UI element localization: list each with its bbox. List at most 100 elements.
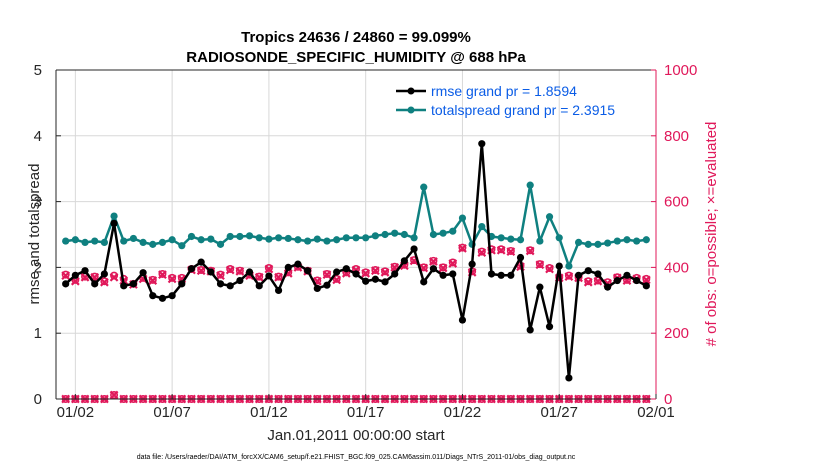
rmse-point bbox=[439, 271, 447, 279]
rmse-point bbox=[62, 280, 70, 288]
obs-possible-marker bbox=[332, 274, 341, 283]
legend: rmse grand pr = 1.8594 totalspread grand… bbox=[396, 83, 615, 118]
rmse-point bbox=[158, 294, 167, 302]
rmse-point bbox=[187, 265, 196, 273]
right-y-tick-label: 600 bbox=[664, 194, 689, 211]
totalspread-point bbox=[187, 232, 196, 241]
rmse-point bbox=[487, 270, 496, 278]
rmse-point bbox=[226, 282, 234, 290]
rmse-point bbox=[255, 282, 263, 290]
left-y-tick-label: 3 bbox=[34, 194, 42, 211]
obs-possible-marker bbox=[226, 265, 235, 274]
rmse-point bbox=[362, 277, 370, 285]
legend-spread-marker bbox=[407, 106, 415, 114]
rmse-point bbox=[91, 280, 99, 288]
obs-possible-marker bbox=[381, 267, 390, 276]
rmse-point bbox=[333, 268, 341, 276]
obs-possible-marker bbox=[148, 275, 157, 284]
rmse-point bbox=[623, 271, 631, 279]
rmse-point bbox=[633, 276, 641, 285]
obs-possible-marker bbox=[477, 247, 486, 256]
obs-evaluated-marker bbox=[583, 277, 593, 287]
rmse-point bbox=[594, 270, 602, 278]
obs-evaluated-marker bbox=[158, 270, 167, 280]
rmse-point bbox=[197, 258, 205, 266]
rmse-point bbox=[516, 253, 525, 262]
totalspread-point bbox=[391, 229, 399, 237]
totalspread-point bbox=[555, 234, 563, 242]
totalspread-point bbox=[584, 240, 592, 248]
totalspread-point bbox=[216, 240, 225, 248]
rmse-point bbox=[478, 140, 486, 148]
obs-possible-marker bbox=[197, 266, 206, 275]
left-y-tick-label: 2 bbox=[34, 259, 42, 276]
rmse-point bbox=[584, 267, 592, 275]
rmse-point bbox=[526, 326, 534, 334]
rmse-point bbox=[545, 323, 554, 331]
obs-evaluated-marker bbox=[264, 264, 274, 274]
chart-title-line2: RADIOSONDE_SPECIFIC_HUMIDITY @ 688 hPa bbox=[186, 49, 526, 66]
totalspread-point bbox=[507, 235, 515, 243]
totalspread-point bbox=[613, 237, 621, 245]
left-y-axis-label: rmse and totalspread bbox=[26, 164, 43, 305]
rmse-point bbox=[555, 262, 563, 270]
rmse-point bbox=[574, 271, 583, 279]
obs-possible-marker bbox=[371, 266, 380, 275]
left-y-tick-label: 0 bbox=[34, 391, 42, 408]
totalspread-point bbox=[91, 237, 99, 245]
rmse-point bbox=[149, 292, 157, 300]
totalspread-point bbox=[429, 230, 438, 239]
obs-evaluated-marker bbox=[641, 275, 651, 285]
rmse-point bbox=[120, 282, 128, 290]
right-y-ticks: 0 200 400 600 800 1000 bbox=[651, 62, 697, 408]
rmse-point bbox=[168, 292, 176, 300]
obs-evaluated-marker bbox=[458, 243, 467, 253]
rmse-point bbox=[410, 245, 418, 253]
obs-possible-marker bbox=[497, 245, 506, 254]
rmse-point bbox=[429, 265, 438, 273]
totalspread-point bbox=[545, 213, 554, 221]
obs-possible-marker bbox=[216, 270, 225, 279]
totalspread-point bbox=[574, 238, 583, 246]
totalspread-point bbox=[439, 229, 447, 237]
obs-possible-marker bbox=[90, 272, 99, 281]
totalspread-point bbox=[197, 236, 205, 244]
obs-evaluated-marker bbox=[196, 266, 206, 276]
obs-evaluated-marker bbox=[496, 245, 506, 255]
obs-possible-marker bbox=[642, 274, 651, 283]
rmse-point bbox=[284, 263, 292, 271]
totalspread-point bbox=[294, 236, 302, 244]
totalspread-point bbox=[226, 232, 234, 241]
totalspread-point bbox=[284, 234, 292, 243]
totalspread-point bbox=[458, 214, 467, 222]
rmse-point bbox=[613, 276, 621, 285]
obs-evaluated-marker bbox=[564, 272, 574, 281]
x-tick-label: 01/02 bbox=[57, 404, 95, 421]
obs-possible-marker bbox=[158, 269, 167, 278]
rmse-point bbox=[565, 374, 573, 382]
obs-possible-marker bbox=[361, 268, 370, 277]
right-y-tick-label: 800 bbox=[664, 128, 689, 145]
totalspread-point bbox=[168, 236, 176, 244]
totalspread-point bbox=[633, 237, 641, 245]
obs-evaluated-marker bbox=[61, 271, 71, 281]
rmse-point bbox=[381, 278, 389, 286]
obs-possible-marker bbox=[439, 263, 448, 272]
x-tick-label: 01/12 bbox=[250, 404, 288, 421]
totalspread-point bbox=[110, 212, 118, 220]
rmse-point bbox=[236, 276, 244, 285]
totalspread-point bbox=[497, 234, 505, 242]
totalspread-point bbox=[342, 234, 350, 242]
totalspread-point bbox=[604, 239, 612, 247]
totalspread-point bbox=[255, 234, 263, 242]
rmse-point bbox=[497, 271, 505, 279]
rmse-point bbox=[420, 278, 428, 286]
totalspread-point bbox=[323, 237, 331, 245]
rmse-point bbox=[313, 284, 321, 293]
obs-evaluated-marker bbox=[109, 272, 119, 282]
totalspread-point bbox=[129, 234, 138, 243]
series-rmse bbox=[62, 140, 650, 382]
x-tick-label: 01/27 bbox=[540, 404, 578, 421]
totalspread-point bbox=[381, 230, 389, 239]
obs-evaluated-marker bbox=[477, 248, 487, 257]
